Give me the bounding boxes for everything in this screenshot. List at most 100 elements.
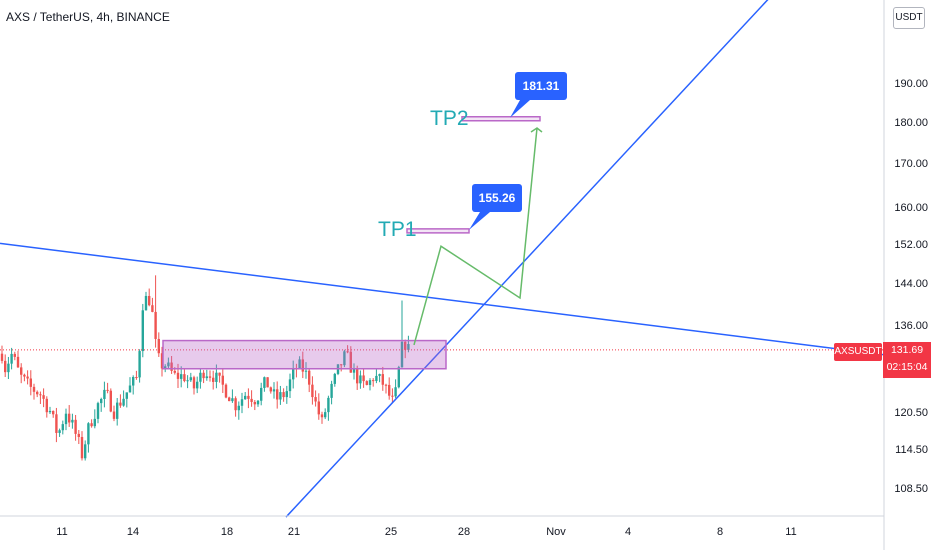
chart-title: AXS / TetherUS, 4h, BINANCE	[6, 10, 170, 24]
candle-body	[90, 423, 93, 427]
candle	[96, 401, 100, 424]
candle-body	[96, 403, 100, 419]
candle-body	[116, 402, 119, 419]
candle-body	[42, 395, 45, 399]
candle	[224, 383, 228, 399]
candle-body	[128, 385, 132, 393]
candle-body	[400, 341, 404, 368]
candle-body	[349, 351, 352, 373]
candle-body	[29, 378, 32, 387]
candle-body	[80, 436, 84, 459]
candle-body	[253, 401, 256, 405]
candle-body	[74, 419, 77, 434]
candle	[16, 350, 20, 368]
candle-body	[404, 341, 407, 350]
candle-body	[154, 311, 157, 339]
candle	[234, 396, 237, 417]
candle-body	[234, 398, 237, 411]
candle	[144, 291, 148, 311]
candle-body	[0, 353, 4, 361]
candle-body	[359, 375, 362, 384]
candle-body	[362, 375, 365, 382]
candle	[362, 369, 365, 388]
candle-body	[301, 359, 304, 372]
candle	[256, 400, 260, 407]
candle	[240, 392, 244, 414]
x-tick-label: 25	[384, 526, 398, 538]
candle-body	[144, 295, 148, 311]
candle	[20, 363, 23, 384]
projected-path-arrowhead	[530, 127, 543, 133]
candle-body	[112, 411, 116, 419]
candle	[157, 332, 160, 357]
candle-body	[365, 381, 368, 385]
tp2-callout-pointer	[510, 100, 530, 118]
candle-body	[103, 389, 106, 399]
x-tick-label: 11	[56, 526, 68, 538]
candle-body	[32, 386, 36, 392]
candle-body	[340, 364, 343, 366]
candle	[400, 300, 404, 368]
candle	[301, 351, 304, 379]
candle	[208, 370, 212, 382]
candle-body	[106, 389, 109, 391]
candle-body	[199, 372, 202, 382]
currency-badge[interactable]: USDT	[893, 7, 925, 29]
candle	[311, 376, 314, 405]
candle	[276, 381, 279, 409]
candle-body	[45, 398, 48, 413]
candle	[304, 362, 308, 379]
candle	[0, 345, 4, 364]
candle-body	[320, 414, 324, 418]
candle	[84, 440, 87, 461]
candle-body	[266, 377, 269, 388]
candle-body	[240, 399, 244, 406]
candle	[192, 375, 196, 395]
candle	[160, 346, 164, 377]
candle	[199, 369, 202, 389]
candle-body	[212, 377, 215, 382]
candle	[151, 297, 154, 313]
candle	[39, 391, 42, 404]
x-tick-label: Nov	[546, 526, 566, 538]
y-tick-label: 136.00	[894, 319, 928, 332]
candle	[212, 370, 215, 390]
candle-body	[135, 377, 138, 379]
candle-body	[100, 398, 103, 404]
candle-body	[381, 374, 384, 385]
candle	[103, 381, 106, 408]
candle-body	[151, 305, 154, 312]
candle-body	[7, 363, 10, 373]
candle	[32, 383, 36, 400]
candle-body	[269, 387, 272, 392]
candle-body	[378, 374, 381, 376]
y-tick-label: 170.00	[894, 158, 928, 171]
chart-axes	[0, 0, 885, 550]
candle-body	[84, 444, 87, 459]
candle-body	[330, 383, 333, 398]
y-tick-label: 144.00	[894, 278, 928, 291]
candle-body	[388, 384, 391, 396]
candle-body	[263, 377, 266, 388]
candle	[205, 369, 208, 381]
candle	[100, 397, 103, 412]
candle	[292, 360, 295, 389]
candle	[141, 303, 144, 358]
candle-body	[4, 360, 7, 373]
candle-body	[87, 423, 90, 445]
candle-body	[333, 373, 336, 384]
candle	[202, 370, 205, 384]
candle-body	[125, 392, 128, 399]
candle	[228, 396, 231, 402]
candle-body	[164, 366, 167, 369]
candle-body	[61, 424, 64, 431]
candle	[394, 379, 397, 399]
candle	[221, 369, 224, 394]
candle	[176, 363, 180, 389]
candle-body	[247, 395, 250, 399]
candle-body	[368, 380, 372, 385]
candle	[29, 370, 32, 396]
candle-body	[285, 391, 288, 398]
candle-body	[224, 384, 228, 398]
